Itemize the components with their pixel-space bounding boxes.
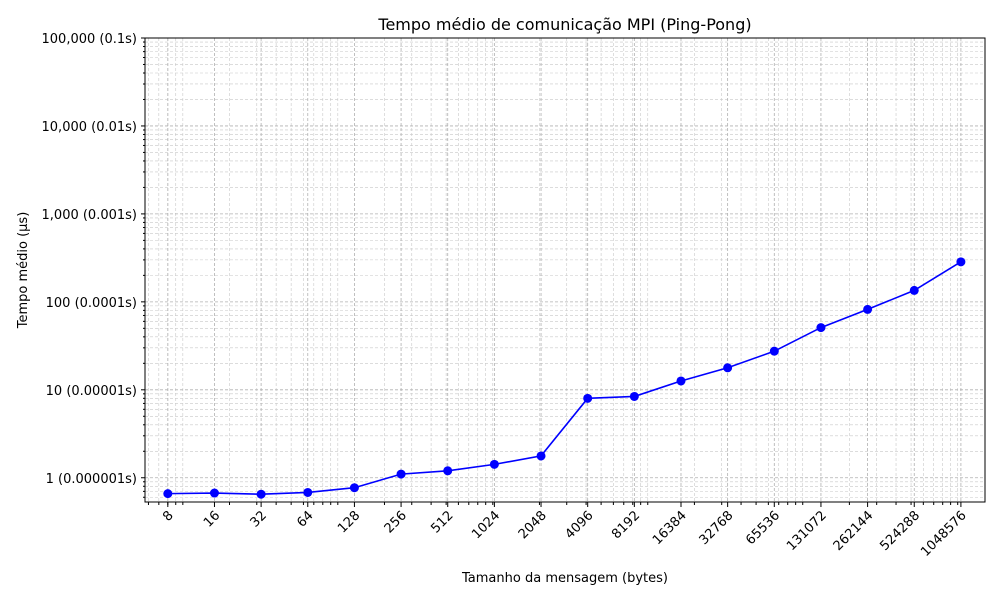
data-point (349, 483, 359, 493)
plot-area-frame (144, 37, 986, 503)
x-tick-label: 128 (335, 508, 363, 536)
chart-title: Tempo médio de comunicação MPI (Ping-Pon… (377, 15, 751, 34)
data-point (489, 459, 499, 469)
series-line (167, 261, 962, 496)
y-tick-label: 100,000 (0.1s) (42, 32, 137, 47)
x-tick-label: 1048576 (918, 508, 970, 560)
y-axis-label: Tempo médio (µs) (16, 212, 31, 330)
x-tick-label: 16384 (650, 508, 690, 548)
x-tick-label: 4096 (563, 508, 597, 542)
data-point (816, 323, 826, 333)
grid-layer (145, 37, 985, 502)
x-tick-label: 64 (294, 508, 316, 530)
data-point (396, 469, 406, 479)
data-point (769, 346, 779, 356)
data-point (443, 466, 453, 476)
x-tick-label: 8192 (609, 508, 643, 542)
x-tick-label: 512 (428, 508, 456, 536)
x-tick-label: 65536 (743, 508, 783, 548)
data-point (909, 285, 919, 295)
x-tick-label: 8 (160, 508, 176, 524)
data-point (723, 363, 733, 373)
x-tick-label: 32 (248, 508, 270, 530)
data-point (256, 489, 266, 499)
x-tick-label: 256 (382, 508, 410, 536)
x-tick-label: 262144 (831, 508, 877, 554)
series-layer (163, 257, 966, 499)
data-point (629, 391, 639, 401)
data-point (209, 488, 219, 498)
x-tick-label: 524288 (877, 508, 923, 554)
x-tick-label: 131072 (784, 508, 830, 554)
data-point (303, 487, 313, 497)
data-point (676, 376, 686, 386)
y-tick-label: 1,000 (0.001s) (42, 208, 137, 223)
data-point (863, 304, 873, 314)
data-point (163, 489, 173, 499)
x-tick-label: 16 (201, 508, 223, 530)
y-tick-label: 100 (0.0001s) (46, 296, 137, 311)
x-tick-label: 1024 (469, 508, 503, 542)
x-tick-label: 2048 (516, 508, 550, 542)
data-point (956, 257, 966, 267)
y-tick-label: 1 (0.000001s) (46, 472, 137, 487)
x-tick-label: 32768 (697, 508, 737, 548)
y-tick-label: 10,000 (0.01s) (42, 120, 137, 135)
data-point (536, 451, 546, 461)
x-axis-label: Tamanho da mensagem (bytes) (461, 571, 668, 586)
data-point (583, 393, 593, 403)
ticks-layer: 1 (0.000001s) 10 (0.00001s) 100 (0.0001s) 1… (42, 32, 970, 560)
y-tick-label: 10 (0.00001s) (46, 384, 137, 399)
